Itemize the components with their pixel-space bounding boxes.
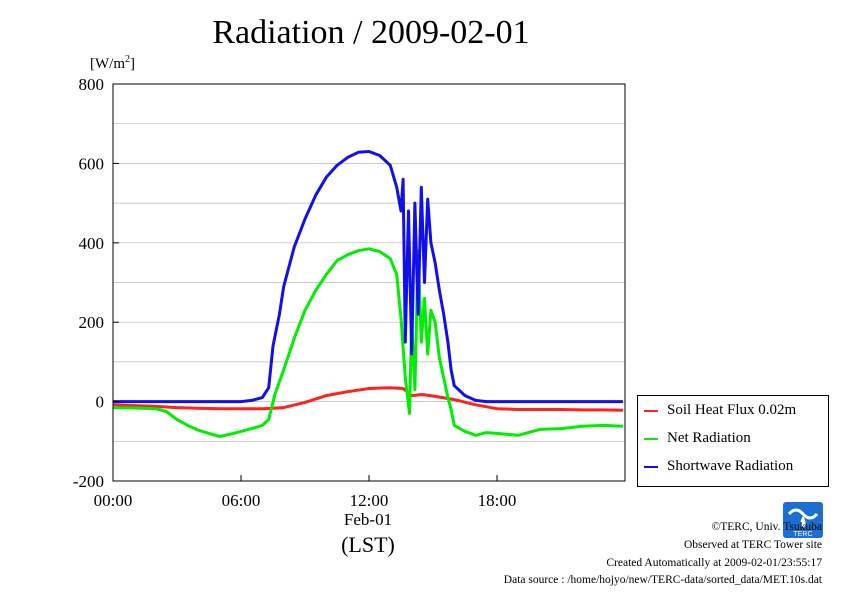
x-tick-label: 18:00 [478, 491, 517, 510]
footer-source: Data source : /home/hojyo/new/TERC-data/… [503, 574, 822, 586]
axis-ticks: -200 0 200 400 600 800 00:00 06:00 12:00 18:00 [73, 75, 517, 510]
series-line-soil-heat-flux-0-02m [112, 386, 623, 412]
chart-title: Radiation / 2009-02-01 [212, 14, 530, 51]
y-tick-label: 0 [96, 393, 105, 412]
x-tick-label: 06:00 [222, 491, 261, 510]
logo-text: TERC [793, 531, 812, 538]
legend-swatch-shortwave-radiation [644, 465, 658, 468]
footer-copyright: ©TERC, Univ. Tsukuba [711, 521, 822, 533]
grid-lines [113, 123, 625, 442]
legend-item-shortwave-radiation: Shortwave Radiation [644, 458, 793, 475]
x-tick-label: 00:00 [94, 491, 133, 510]
y-tick-label: 200 [79, 313, 105, 332]
y-axis-unit-sup: 2 [125, 54, 130, 65]
legend-label-shortwave-radiation: Shortwave Radiation [667, 458, 794, 474]
legend-label-net-radiation: Net Radiation [667, 430, 751, 446]
legend-item-soil-heat-flux: Soil Heat Flux 0.02m [644, 402, 796, 419]
footer-observed: Observed at TERC Tower site [683, 539, 822, 551]
x-axis-date-label: Feb-01 [343, 510, 393, 529]
y-axis-unit: [W/m2] [90, 54, 135, 72]
x-tick-label: 12:00 [350, 491, 389, 510]
y-tick-label: 800 [79, 75, 105, 94]
series-lines [112, 150, 623, 438]
legend-swatch-soil-heat-flux [644, 409, 658, 412]
footer-created: Created Automatically at 2009-02-01/23:5… [606, 557, 822, 569]
legend-item-net-radiation: Net Radiation [644, 430, 751, 447]
series-line-shortwave-radiation [113, 150, 623, 404]
chart-legend: Soil Heat Flux 0.02m Net Radiation Short… [637, 395, 829, 487]
legend-swatch-net-radiation [644, 437, 658, 440]
y-axis-unit-text: W/m [95, 56, 125, 72]
x-axis-timezone-label: (LST) [341, 532, 395, 557]
y-tick-label: 600 [79, 154, 105, 173]
series-line-net-radiation [112, 247, 623, 438]
y-tick-label: -200 [73, 472, 104, 491]
terc-logo-icon: TERC [783, 502, 823, 538]
legend-label-soil-heat-flux: Soil Heat Flux 0.02m [667, 402, 797, 418]
y-tick-label: 400 [79, 234, 105, 253]
